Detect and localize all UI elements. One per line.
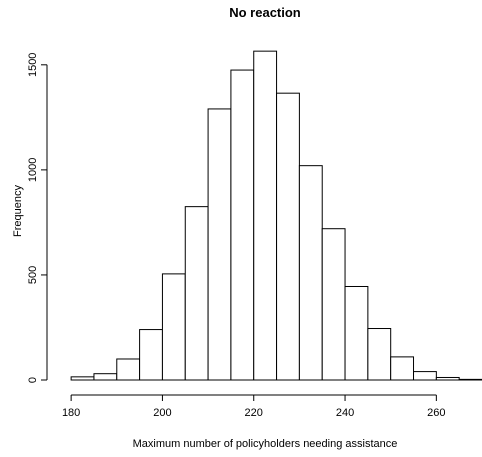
chart-title: No reaction xyxy=(229,5,301,20)
histogram-bar xyxy=(93,373,118,381)
histogram-bar xyxy=(344,285,369,381)
histogram-bar xyxy=(276,92,300,381)
y-tick-label: 500 xyxy=(27,266,39,284)
histogram-bar xyxy=(367,328,392,381)
histogram-bar xyxy=(184,206,209,381)
histogram-bar xyxy=(458,378,482,381)
bars-group xyxy=(70,50,482,381)
histogram-bar xyxy=(435,376,460,381)
histogram-bar xyxy=(116,358,141,381)
histogram-bar xyxy=(70,376,95,381)
histogram-bar xyxy=(207,108,232,381)
y-axis: 0 500 1000 1500 xyxy=(27,53,48,383)
x-tick-label: 240 xyxy=(336,407,354,419)
x-tick-label: 200 xyxy=(153,407,171,419)
x-tick-label: 220 xyxy=(245,407,263,419)
x-tick-label: 180 xyxy=(62,407,80,419)
histogram-bar xyxy=(298,165,323,381)
histogram-bar xyxy=(253,50,278,381)
histogram-bar xyxy=(321,228,346,381)
x-axis: 180 200 220 240 260 xyxy=(62,394,446,419)
histogram-bar xyxy=(161,273,186,381)
y-tick-label: 1500 xyxy=(27,53,39,77)
x-tick-label: 260 xyxy=(427,407,445,419)
y-tick-label: 1000 xyxy=(27,158,39,182)
x-axis-label: Maximum number of policyholders needing … xyxy=(133,438,398,450)
histogram-bar xyxy=(139,329,163,381)
histogram-bar xyxy=(413,371,437,381)
y-axis-label: Frequency xyxy=(12,185,24,237)
histogram-bar xyxy=(390,356,415,381)
histogram-bar xyxy=(230,69,255,381)
y-tick-label: 0 xyxy=(27,377,39,383)
